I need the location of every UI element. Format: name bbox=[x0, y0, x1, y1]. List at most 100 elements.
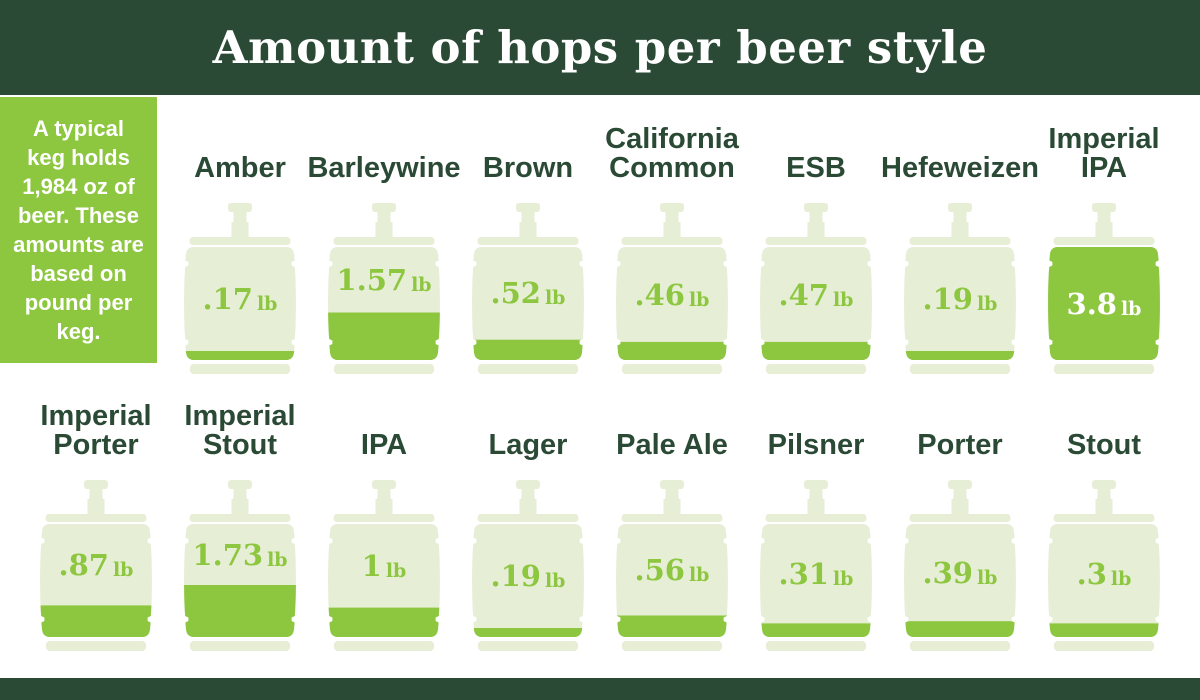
keg-label-box: Imperial Porter bbox=[24, 402, 168, 460]
keg-foot-icon bbox=[910, 364, 1010, 374]
keg-cell: Imperial Porter .87 lb bbox=[24, 402, 168, 652]
keg-foot-icon bbox=[190, 641, 290, 651]
keg-tap-cap-icon bbox=[804, 203, 828, 212]
keg-cell: Hefeweizen .19 lb bbox=[881, 135, 1039, 375]
keg-tap-base-icon bbox=[663, 499, 681, 514]
keg-label: Lager bbox=[488, 429, 568, 461]
keg-tap-base-icon bbox=[231, 222, 249, 237]
keg-fill bbox=[472, 628, 584, 637]
keg-body-icon bbox=[472, 247, 584, 360]
keg-foot-icon bbox=[622, 364, 722, 374]
keg-body-icon bbox=[760, 247, 872, 360]
keg-value: .19 lb bbox=[888, 282, 1032, 316]
keg-lid-icon bbox=[765, 237, 867, 245]
keg-fill bbox=[1048, 623, 1160, 637]
keg-icon bbox=[616, 203, 728, 374]
keg-label: IPA bbox=[360, 429, 408, 461]
keg-foot-icon bbox=[478, 641, 578, 651]
keg-foot-icon bbox=[478, 364, 578, 374]
keg-cell: Lager .19 lb bbox=[456, 412, 600, 652]
keg-value-unit: lb bbox=[688, 563, 710, 586]
keg-value: 1.57 lb bbox=[312, 263, 456, 297]
keg-label-box: Stout bbox=[1032, 412, 1176, 460]
keg-tap-cap-icon bbox=[660, 203, 684, 212]
keg-cell: Pilsner .31 lb bbox=[744, 412, 888, 652]
keg-cell: Porter .39 lb bbox=[888, 412, 1032, 652]
keg-value: 1.73 lb bbox=[168, 538, 312, 572]
keg-label-box: Pale Ale bbox=[600, 412, 744, 460]
keg-icon bbox=[184, 480, 296, 651]
keg-tap-base-icon bbox=[1095, 499, 1113, 514]
keg-fill bbox=[616, 615, 728, 637]
keg-value: .46 lb bbox=[600, 278, 744, 312]
note-box: A typical keg holds 1,984 oz of beer. Th… bbox=[0, 97, 157, 363]
keg-icon bbox=[472, 203, 584, 374]
keg-label-box: Pilsner bbox=[744, 412, 888, 460]
keg-tap-cap-icon bbox=[948, 480, 972, 489]
keg-label-box: ESB bbox=[744, 135, 888, 183]
keg-tap-stem-icon bbox=[377, 210, 391, 223]
keg-fill bbox=[616, 341, 728, 360]
keg-value-number: .39 bbox=[922, 555, 973, 590]
keg-body-icon bbox=[904, 247, 1016, 360]
keg-label: Pale Ale bbox=[616, 429, 728, 461]
keg-value-unit: lb bbox=[976, 293, 998, 315]
keg-value-unit: lb bbox=[976, 566, 998, 589]
keg-foot-icon bbox=[766, 364, 866, 374]
keg-tap-stem-icon bbox=[89, 487, 103, 500]
keg-value-number: .46 bbox=[634, 277, 685, 312]
keg-value-number: .87 bbox=[58, 547, 109, 582]
keg-value-unit: lb bbox=[411, 273, 432, 296]
keg-cell: IPA 1 lb bbox=[312, 412, 456, 652]
keg-label-box: Porter bbox=[888, 412, 1032, 460]
keg-label-box: Hefeweizen bbox=[881, 135, 1039, 183]
keg-tap-base-icon bbox=[519, 222, 537, 237]
keg-cell: California Common .46 lb bbox=[600, 125, 744, 375]
keg-fill bbox=[904, 351, 1016, 360]
keg-cell: Barleywine 1.57 lb bbox=[307, 135, 461, 375]
keg-fill bbox=[760, 341, 872, 360]
keg-tap-stem-icon bbox=[521, 210, 535, 223]
keg-tap-cap-icon bbox=[1092, 203, 1116, 212]
keg-value-number: 1.57 bbox=[336, 262, 408, 297]
keg-lid-icon bbox=[189, 514, 291, 522]
keg-value-number: .52 bbox=[490, 276, 541, 311]
keg-body-icon bbox=[184, 247, 296, 360]
keg-value: .3 lb bbox=[1032, 557, 1176, 591]
keg-label-box: IPA bbox=[312, 412, 456, 460]
keg-lid-icon bbox=[909, 514, 1011, 522]
keg-icon bbox=[616, 480, 728, 651]
keg-value-unit: lb bbox=[1110, 567, 1132, 590]
keg-icon bbox=[760, 203, 872, 374]
keg-foot-icon bbox=[46, 641, 146, 651]
keg-label: Amber bbox=[194, 152, 286, 184]
keg-label-box: Imperial IPA bbox=[1032, 125, 1176, 183]
keg-label-box: Brown bbox=[456, 135, 600, 183]
keg-body-icon bbox=[760, 524, 872, 637]
keg-tap-cap-icon bbox=[228, 203, 252, 212]
keg-label: Hefeweizen bbox=[881, 152, 1039, 184]
keg-foot-icon bbox=[1054, 641, 1154, 651]
keg-body-icon bbox=[904, 524, 1016, 637]
keg-tap-cap-icon bbox=[516, 203, 540, 212]
keg-lid-icon bbox=[45, 514, 147, 522]
keg-fill bbox=[184, 585, 296, 637]
keg-tap-cap-icon bbox=[948, 203, 972, 212]
keg-tap-cap-icon bbox=[372, 203, 396, 212]
keg-icon bbox=[328, 480, 440, 651]
keg-foot-icon bbox=[334, 364, 434, 374]
keg-label: Imperial Porter bbox=[40, 400, 152, 461]
keg-value-unit: lb bbox=[385, 559, 407, 582]
keg-foot-icon bbox=[334, 641, 434, 651]
keg-value: .47 lb bbox=[744, 278, 888, 312]
keg-tap-stem-icon bbox=[521, 487, 535, 500]
page-title: Amount of hops per beer style bbox=[212, 21, 988, 74]
keg-lid-icon bbox=[621, 237, 723, 245]
keg-lid-icon bbox=[333, 514, 435, 522]
keg-value-unit: lb bbox=[832, 567, 854, 590]
keg-tap-base-icon bbox=[1095, 222, 1113, 237]
keg-icon bbox=[1048, 480, 1160, 651]
keg-value: .17 lb bbox=[168, 282, 312, 316]
keg-body-icon bbox=[1048, 524, 1160, 637]
